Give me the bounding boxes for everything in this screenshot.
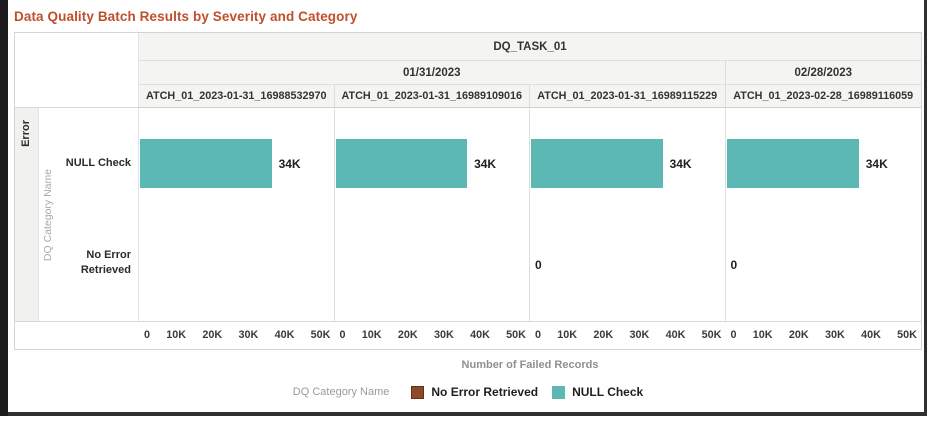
- no-error-swatch-icon: [411, 385, 425, 399]
- tick: 50K: [310, 329, 331, 341]
- x-axis-ticks: 0 10K 20K 30K 40K 50K: [725, 321, 921, 349]
- legend-label: No Error Retrieved: [431, 385, 539, 399]
- tick: 40K: [861, 329, 881, 341]
- tick: 30K: [629, 329, 650, 341]
- legend: DQ Category Name No Error Retrieved NULL…: [14, 385, 922, 399]
- bar-value-label: 34K: [669, 156, 692, 171]
- tick: 20K: [593, 329, 614, 341]
- tick: 10K: [166, 329, 187, 341]
- tick: 20K: [788, 329, 809, 341]
- null-check-bar[interactable]: [726, 139, 859, 188]
- chart-panel: 34K 0: [530, 108, 726, 321]
- tick: 50K: [897, 329, 917, 341]
- tick: 30K: [238, 329, 259, 341]
- tick: 20K: [397, 329, 418, 341]
- tick: 50K: [506, 329, 526, 341]
- legend-item-no-error-retrieved[interactable]: No Error Retrieved: [411, 385, 538, 399]
- tick: 20K: [202, 329, 223, 341]
- tick: 10K: [557, 329, 578, 341]
- tick: 0: [144, 329, 151, 341]
- tick: 0: [535, 329, 542, 341]
- severity-label: Error: [20, 120, 32, 147]
- batch-header: ATCH_01_2023-02-28_16989116059: [725, 85, 921, 108]
- category-axis: DQ Category Name NULL Check No Error Ret…: [39, 108, 139, 321]
- axis-spacer: [15, 321, 139, 349]
- legend-item-null-check[interactable]: NULL Check: [552, 385, 643, 399]
- page-title: Data Quality Batch Results by Severity a…: [14, 9, 358, 24]
- no-error-value-label: 0: [535, 258, 542, 272]
- legend-title: DQ Category Name: [292, 386, 390, 398]
- bar-value-label: 34K: [865, 156, 888, 171]
- window-left-edge: [0, 0, 8, 416]
- bar-value-label: 34K: [474, 156, 497, 171]
- chart-panel: 34K: [334, 108, 530, 321]
- tick: 10K: [361, 329, 382, 341]
- trellis-chart: DQ_TASK_01 01/31/2023 02/28/2023 ATCH_01…: [14, 32, 922, 350]
- x-axis-ticks: 0 10K 20K 30K 40K 50K: [334, 321, 530, 349]
- null-check-bar[interactable]: [335, 139, 468, 188]
- tick: 0: [339, 329, 346, 341]
- batch-header: ATCH_01_2023-01-31_16989109016: [334, 85, 530, 108]
- x-axis-ticks: 0 10K 20K 30K 40K 50K: [530, 321, 726, 349]
- null-check-bar[interactable]: [140, 139, 272, 188]
- x-axis-ticks: 0 10K 20K 30K 40K 50K: [139, 321, 335, 349]
- chart-panel: 34K: [139, 108, 335, 321]
- batch-header: ATCH_01_2023-01-31_16988532970: [139, 85, 335, 108]
- null-check-swatch-icon: [552, 385, 566, 399]
- tick: 0: [730, 329, 737, 341]
- tick: 10K: [752, 329, 773, 341]
- legend-label: NULL Check: [572, 385, 644, 399]
- severity-band: Error: [15, 108, 39, 321]
- task-header: DQ_TASK_01: [139, 33, 921, 61]
- date-header-02-28: 02/28/2023: [725, 61, 921, 85]
- header-corner-cell: [15, 33, 139, 108]
- tick: 40K: [470, 329, 490, 341]
- category-axis-title: DQ Category Name: [42, 168, 54, 261]
- tile-frame: Data Quality Batch Results by Severity a…: [0, 0, 927, 416]
- category-label-no-error: No Error Retrieved: [80, 249, 131, 276]
- x-axis-title: Number of Failed Records: [461, 359, 599, 371]
- tick: 30K: [433, 329, 454, 341]
- tick: 30K: [824, 329, 845, 341]
- bar-value-label: 34K: [278, 156, 301, 171]
- null-check-bar[interactable]: [531, 139, 663, 188]
- no-error-value-label: 0: [730, 258, 738, 272]
- tick: 40K: [665, 329, 686, 341]
- category-label-null-check: NULL Check: [65, 157, 131, 169]
- tick: 50K: [701, 329, 722, 341]
- batch-header: ATCH_01_2023-01-31_16989115229: [530, 85, 726, 108]
- chart-panel: 34K 0: [725, 108, 921, 321]
- date-header-01-31: 01/31/2023: [139, 61, 726, 85]
- tick: 40K: [274, 329, 295, 341]
